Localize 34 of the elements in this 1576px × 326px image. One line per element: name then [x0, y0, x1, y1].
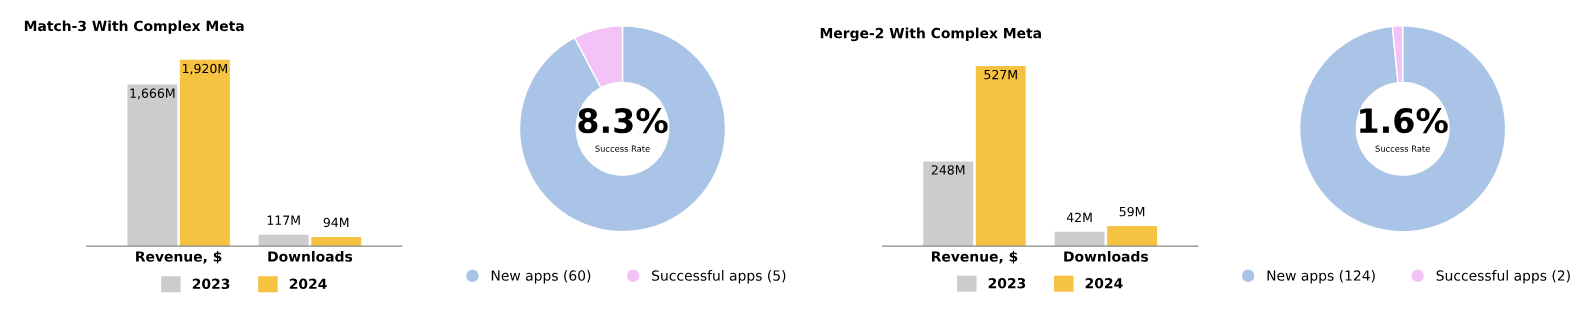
- bar: [179, 59, 230, 247]
- legend-label: 2024: [1085, 277, 1123, 289]
- bar: [923, 161, 974, 247]
- legend-label: New apps (60): [491, 270, 591, 284]
- chart-title: Match-3 With Complex Meta: [24, 20, 244, 34]
- data-label: 248M: [931, 165, 965, 175]
- legend-label: 2023: [192, 278, 230, 290]
- legend-label: 2024: [289, 278, 327, 290]
- bar: [1054, 231, 1105, 247]
- data-label: 1,666M: [130, 88, 175, 100]
- chart-title: Merge-2 With Complex Meta: [820, 27, 1041, 42]
- data-label: 59M: [1119, 206, 1145, 217]
- text: 1.6%: [1360, 108, 1448, 134]
- text: 8.3%: [578, 108, 668, 134]
- donut-slice: [1298, 25, 1507, 233]
- text: Success Rate: [1375, 145, 1430, 152]
- data-label: 117M: [267, 215, 300, 225]
- bar: [127, 84, 178, 247]
- legend-label: New apps (124): [1267, 270, 1375, 284]
- data-label: 527M: [984, 69, 1017, 80]
- data-label: 1,920M: [182, 63, 227, 75]
- legend-label: Successful apps (5): [652, 270, 786, 284]
- x-tick-label: Downloads: [268, 250, 353, 262]
- x-tick-label: Downloads: [1064, 250, 1148, 262]
- x-tick-label: Revenue, $: [931, 250, 1018, 264]
- data-label: 94M: [323, 217, 349, 228]
- donut-slice: [518, 25, 727, 233]
- bar: [1107, 225, 1158, 247]
- data-label: 42M: [1066, 212, 1092, 222]
- legend-label: 2023: [988, 277, 1026, 289]
- text: Success Rate: [595, 145, 650, 152]
- legend-label: Successful apps (2): [1436, 270, 1570, 284]
- x-tick-label: Revenue, $: [136, 250, 222, 264]
- bar: [975, 66, 1026, 247]
